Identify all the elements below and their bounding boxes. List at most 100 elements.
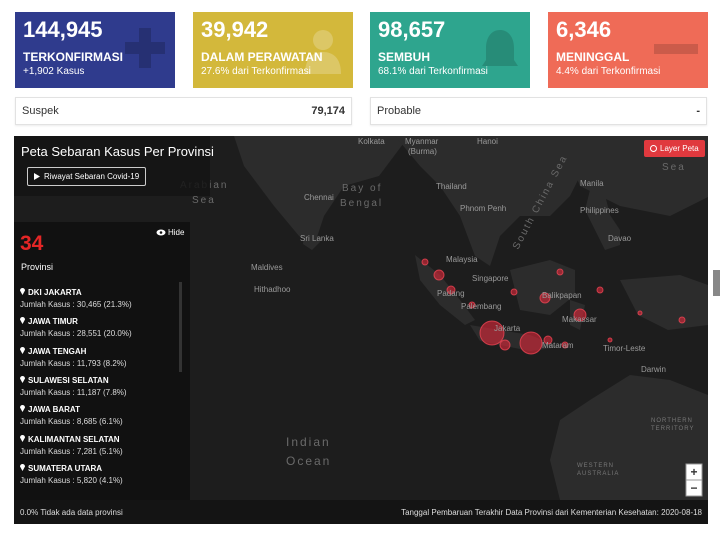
- province-sidebar: 34 Provinsi Hide DKI JAKARTA Jumlah Kasus…: [14, 222, 190, 500]
- label: Probable: [377, 105, 422, 117]
- place-label: Palembang: [461, 302, 501, 311]
- place-label: Sea: [662, 162, 686, 173]
- pin-icon: [20, 463, 25, 471]
- place-label: NORTHERN: [651, 418, 693, 424]
- card-confirmed: 144,945 TERKONFIRMASI +1,902 Kasus: [15, 12, 175, 88]
- province-cases: Jumlah Kasus : 8,685 (6.1%): [20, 417, 123, 427]
- province-item: JAWA TENGAH Jumlah Kasus : 11,793 (8.2%): [20, 346, 127, 368]
- province-item: JAWA TIMUR Jumlah Kasus : 28,551 (20.0%): [20, 317, 132, 338]
- card-deaths: 6,346 MENINGGAL 4.4% dari Terkonfirmasi: [548, 12, 708, 88]
- play-icon: [34, 173, 40, 180]
- zoom-in-label: +: [690, 465, 697, 479]
- map-panel: Kolkata Myanmar (Burma) Hanoi Bay of Ben…: [14, 136, 708, 524]
- layer-button[interactable]: Layer Peta: [644, 140, 705, 157]
- province-name: JAWA TIMUR: [28, 317, 78, 327]
- pin-icon: [20, 346, 25, 354]
- probable-box: Probable -: [370, 97, 707, 125]
- province-label: Provinsi: [21, 262, 54, 272]
- place-label: AUSTRALIA: [577, 471, 619, 477]
- card-label: SEMBUH: [378, 50, 431, 64]
- province-name: JAWA BARAT: [28, 405, 80, 415]
- province-name-row: JAWA TENGAH: [20, 346, 127, 356]
- icon: [654, 44, 698, 54]
- hide-label: Hide: [168, 228, 185, 237]
- card-label: DALAM PERAWATAN: [201, 50, 323, 64]
- province-cases: Jumlah Kasus : 11,187 (7.8%): [20, 387, 127, 397]
- province-item: SULAWESI SELATAN Jumlah Kasus : 11,187 (7…: [20, 375, 127, 397]
- place-label: Chennai: [304, 193, 334, 202]
- card-treated: 39,942 DALAM PERAWATAN 27.6% dari Terkon…: [193, 12, 353, 88]
- card-sub: +1,902 Kasus: [23, 66, 85, 77]
- suspect-box: Suspek 79,174: [15, 97, 352, 125]
- zoom-out-label: −: [690, 481, 697, 495]
- place-label: Mataram: [542, 341, 574, 350]
- place-labels: Kolkata Myanmar (Burma) Hanoi Bay of Ben…: [180, 137, 694, 477]
- hide-button[interactable]: Hide: [156, 228, 184, 237]
- place-label: Kolkata: [358, 137, 385, 146]
- province-cases: Jumlah Kasus : 11,793 (8.2%): [20, 358, 127, 368]
- place-label: Bay of: [342, 183, 382, 194]
- icon: [482, 30, 518, 66]
- card-recovered: 98,657 SEMBUH 68.1% dari Terkonfirmasi: [370, 12, 530, 88]
- map[interactable]: Kolkata Myanmar (Burma) Hanoi Bay of Ben…: [14, 136, 708, 524]
- place-label: Davao: [608, 234, 632, 243]
- province-count: 34: [20, 232, 44, 255]
- card-value: 98,657: [378, 17, 446, 42]
- card-value: 6,346: [556, 17, 612, 42]
- pin-icon: [20, 288, 25, 295]
- place-label: Indian: [286, 435, 331, 449]
- province-name: KALIMANTAN SELATAN: [28, 434, 120, 444]
- province-cases: Jumlah Kasus : 30,465 (21.3%): [20, 300, 132, 309]
- place-label: TERRITORY: [651, 426, 694, 432]
- card-sub: 4.4% dari Terkonfirmasi: [556, 66, 661, 77]
- list-scrollbar[interactable]: [179, 282, 182, 372]
- place-label: Bengal: [340, 198, 383, 209]
- place-label: Malaysia: [446, 255, 478, 264]
- card-label: MENINGGAL: [556, 50, 630, 64]
- place-label: Singapore: [472, 274, 509, 283]
- pin-icon: [20, 405, 25, 413]
- card-label: TERKONFIRMASI: [23, 50, 123, 64]
- place-label: Phnom Penh: [460, 204, 506, 213]
- case-circles: [421, 258, 686, 355]
- history-button[interactable]: Riwayat Sebaran Covid-19: [27, 167, 147, 186]
- card-value: 144,945: [23, 17, 103, 42]
- zoom-out[interactable]: [685, 479, 703, 497]
- place-label: Timor-Leste: [603, 344, 646, 353]
- province-cases: Jumlah Kasus : 7,281 (5.1%): [20, 446, 123, 456]
- place-label: Jakarta: [494, 324, 521, 333]
- card-sub: 68.1% dari Terkonfirmasi: [378, 66, 488, 77]
- history-button-label: Riwayat Sebaran Covid-19: [44, 172, 140, 181]
- province-name-row: JAWA TIMUR: [20, 317, 132, 326]
- province-name-row: JAWA BARAT: [20, 405, 123, 414]
- card-value: 39,942: [201, 17, 269, 42]
- map-footer: 0.0% Tidak ada data provinsi Tanggal Pem…: [14, 500, 708, 524]
- province-cases: Jumlah Kasus : 5,820 (4.1%): [20, 475, 123, 485]
- province-item: JAWA BARAT Jumlah Kasus : 8,685 (6.1%): [20, 405, 123, 426]
- province-name-row: KALIMANTAN SELATAN: [20, 434, 123, 444]
- icon: [125, 28, 165, 68]
- place-label: Sea: [192, 195, 216, 206]
- province-name: SULAWESI SELATAN: [28, 375, 109, 385]
- scrollbar[interactable]: [713, 270, 720, 296]
- icon: [305, 30, 341, 74]
- place-label: Maldives: [251, 263, 283, 272]
- eye-icon: [156, 229, 166, 236]
- pin-icon: [20, 375, 25, 383]
- zoom-controls: + −: [685, 463, 703, 497]
- label: Suspek: [22, 105, 59, 117]
- place-label: Myanmar: [405, 137, 439, 146]
- place-label: (Burma): [408, 147, 437, 156]
- place-label: Balikpapan: [542, 291, 582, 300]
- province-item: SUMATERA UTARA Jumlah Kasus : 5,820 (4.1%…: [20, 463, 123, 485]
- map-title: Peta Sebaran Kasus Per Provinsi: [21, 144, 214, 159]
- pin-icon: [20, 317, 25, 325]
- place-label: Makassar: [562, 315, 597, 324]
- province-name-row: SUMATERA UTARA: [20, 463, 123, 473]
- place-label: WESTERN: [577, 463, 614, 469]
- footer-right: Tanggal Pembaruan Terakhir Data Provinsi…: [401, 507, 702, 517]
- province-item: DKI JAKARTA Jumlah Kasus : 30,465 (21.3%): [20, 288, 132, 309]
- layer-button-label: Layer Peta: [660, 144, 699, 153]
- province-name: JAWA TENGAH: [28, 346, 87, 356]
